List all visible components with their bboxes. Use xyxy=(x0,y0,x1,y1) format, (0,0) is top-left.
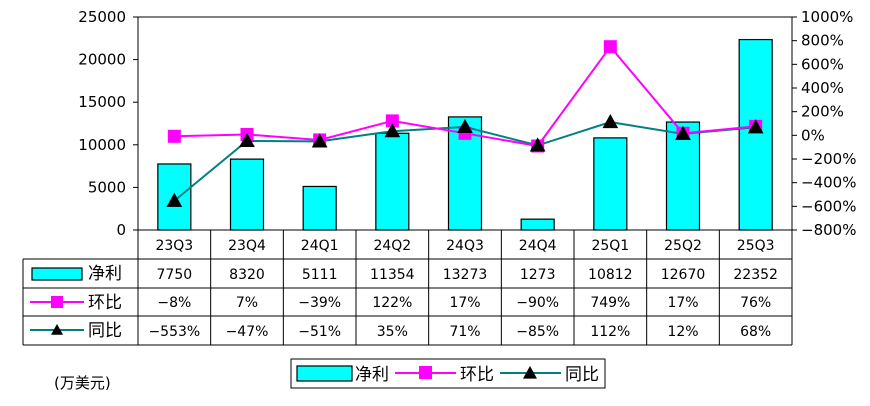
unit-label: (万美元) xyxy=(54,374,111,392)
table-cell-value: −85% xyxy=(516,324,559,340)
yoy-marker xyxy=(602,114,619,129)
table-cell-value: 12670 xyxy=(661,267,706,283)
table-key-yoy-marker xyxy=(51,324,63,335)
table-row-label: 环比 xyxy=(88,293,122,313)
yoy-marker xyxy=(384,123,401,138)
category-label: 23Q3 xyxy=(155,238,193,254)
table-cell-value: 12% xyxy=(667,324,698,340)
legend-label: 环比 xyxy=(460,365,494,385)
table-cell-value: 1273 xyxy=(520,267,556,283)
table-cell-value: 11354 xyxy=(370,267,415,283)
category-label: 25Q2 xyxy=(664,238,702,254)
qoq-marker xyxy=(603,40,617,54)
yoy-marker xyxy=(166,192,183,207)
qoq-marker xyxy=(167,129,181,143)
y-right-tick-label: 0% xyxy=(801,126,825,144)
table-cell-value: −8% xyxy=(157,295,191,311)
table-cell-value: 7% xyxy=(236,295,258,311)
y-left-tick-label: 25000 xyxy=(78,8,126,26)
bar-25Q2 xyxy=(665,121,701,231)
table-cell-value: 749% xyxy=(590,295,630,311)
table-cell-value: −90% xyxy=(516,295,559,311)
yoy-marker xyxy=(675,125,691,141)
table-cell-value: 76% xyxy=(740,295,771,311)
bar-24Q2 xyxy=(375,132,410,231)
y-right-tick-label: −600% xyxy=(801,197,856,215)
y-right-tick-label: 400% xyxy=(801,79,844,97)
y-left-tick-label: 5000 xyxy=(88,178,126,196)
y-right-tick-label: 600% xyxy=(801,55,844,73)
legend-key-net-profit xyxy=(296,365,353,382)
yoy-marker xyxy=(747,119,764,134)
category-label: 25Q3 xyxy=(737,238,775,254)
yoy-marker xyxy=(529,137,546,152)
bar-24Q4 xyxy=(520,218,555,231)
table-row-label: 净利 xyxy=(88,264,122,284)
yoy-marker xyxy=(311,133,328,148)
category-label: 25Q1 xyxy=(591,238,629,254)
table-cell-value: 17% xyxy=(449,295,480,311)
table-cell-value: 17% xyxy=(667,295,698,311)
y-right-tick-label: −200% xyxy=(801,150,856,168)
y-left-tick-label: 0 xyxy=(116,221,126,239)
y-right-tick-label: 800% xyxy=(801,32,844,50)
category-label: 24Q4 xyxy=(519,238,557,254)
category-label: 23Q4 xyxy=(228,238,266,254)
table-key-qoq-marker xyxy=(51,296,63,308)
table-cell-value: 112% xyxy=(590,324,630,340)
bar-23Q4 xyxy=(229,158,265,231)
table-cell-value: 10812 xyxy=(588,267,633,283)
table-cell-value: −553% xyxy=(148,324,200,340)
yoy-marker xyxy=(239,132,255,147)
category-label: 24Q1 xyxy=(301,238,339,254)
table-cell-value: 5111 xyxy=(302,267,338,283)
category-label: 24Q2 xyxy=(373,238,411,254)
legend-label: 同比 xyxy=(565,365,599,385)
table-cell-value: 22352 xyxy=(733,267,778,283)
legend-key-qoq-marker xyxy=(419,366,432,379)
table-row-label: 同比 xyxy=(88,321,122,341)
category-label: 24Q3 xyxy=(446,238,484,254)
y-left-tick-label: 15000 xyxy=(78,93,126,111)
table-cell-value: 35% xyxy=(377,324,408,340)
y-right-tick-label: −800% xyxy=(801,221,856,239)
table-cell-value: −39% xyxy=(298,295,341,311)
yoy-marker xyxy=(457,118,473,134)
bar-24Q1 xyxy=(302,185,337,231)
table-cell-value: 7750 xyxy=(157,267,193,283)
y-right-tick-label: −400% xyxy=(801,174,856,192)
y-left-tick-label: 20000 xyxy=(78,51,126,69)
table-cell-value: −51% xyxy=(298,324,341,340)
table-cell-value: 68% xyxy=(740,324,771,340)
y-right-tick-label: 200% xyxy=(801,103,844,121)
y-left-tick-label: 10000 xyxy=(78,136,126,154)
table-cell-value: −47% xyxy=(226,324,269,340)
bar-25Q3 xyxy=(738,38,773,231)
table-cell-value: 71% xyxy=(449,324,480,340)
y-right-tick-label: 1000% xyxy=(801,8,853,26)
legend-label: 净利 xyxy=(355,365,389,385)
table-key-net-profit xyxy=(31,267,83,281)
table-cell-value: 8320 xyxy=(229,267,265,283)
legend-key-yoy-marker xyxy=(523,366,537,379)
table-cell-value: 122% xyxy=(372,295,412,311)
table-cell-value: 13273 xyxy=(443,267,488,283)
bar-25Q1 xyxy=(593,137,628,231)
